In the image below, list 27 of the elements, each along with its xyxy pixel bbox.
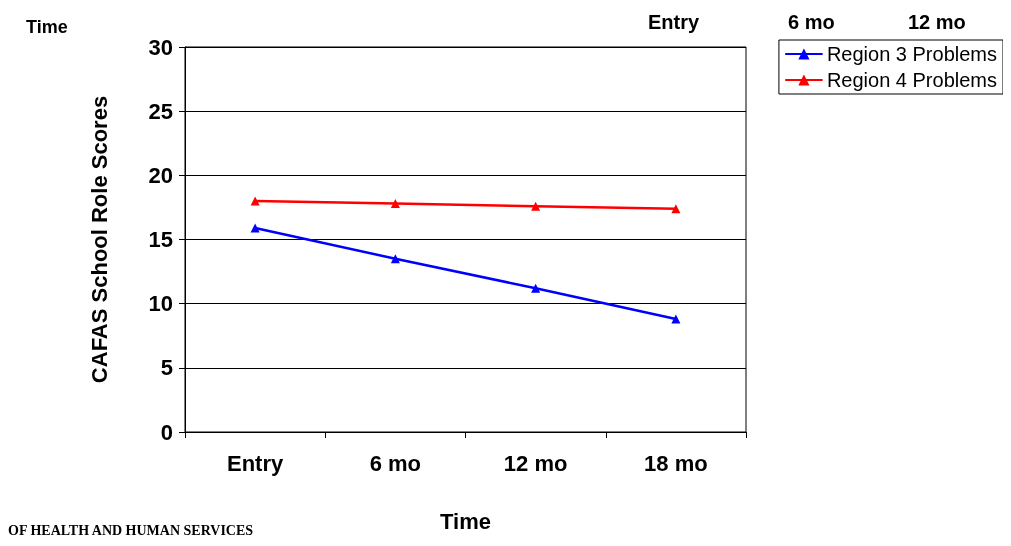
y-tick-label: 20 bbox=[148, 162, 173, 188]
point bbox=[250, 196, 260, 206]
y-axis-title: CAFAS School Role Scores bbox=[86, 95, 112, 384]
text: Time bbox=[26, 17, 68, 37]
x-tick-label: 6 mo bbox=[369, 450, 422, 476]
y-tick-label: 10 bbox=[148, 291, 173, 317]
text: Entry bbox=[648, 11, 700, 33]
point bbox=[671, 314, 681, 324]
point bbox=[671, 204, 681, 214]
y-tick-label: 25 bbox=[148, 98, 173, 124]
x-tick-label: 18 mo bbox=[644, 450, 708, 476]
y-tick-label: 30 bbox=[148, 34, 173, 60]
point bbox=[390, 199, 400, 209]
x-tick-label: Entry bbox=[227, 450, 284, 476]
y-tick-label: 5 bbox=[160, 355, 173, 381]
x-tick-label: 12 mo bbox=[503, 450, 568, 476]
x-axis-title: Time bbox=[440, 508, 491, 534]
text: OF HEALTH AND HUMAN SERVICES bbox=[8, 522, 254, 538]
point bbox=[531, 283, 541, 293]
point bbox=[390, 254, 400, 264]
text: 12 mo bbox=[908, 11, 966, 33]
y-tick-label: 15 bbox=[148, 227, 173, 252]
text: 6 mo bbox=[788, 11, 835, 33]
point bbox=[531, 201, 541, 211]
legend-label: Region 3 Problems bbox=[826, 43, 998, 65]
y-tick-label: 0 bbox=[160, 419, 173, 445]
legend-label: Region 4 Problems bbox=[826, 69, 998, 91]
